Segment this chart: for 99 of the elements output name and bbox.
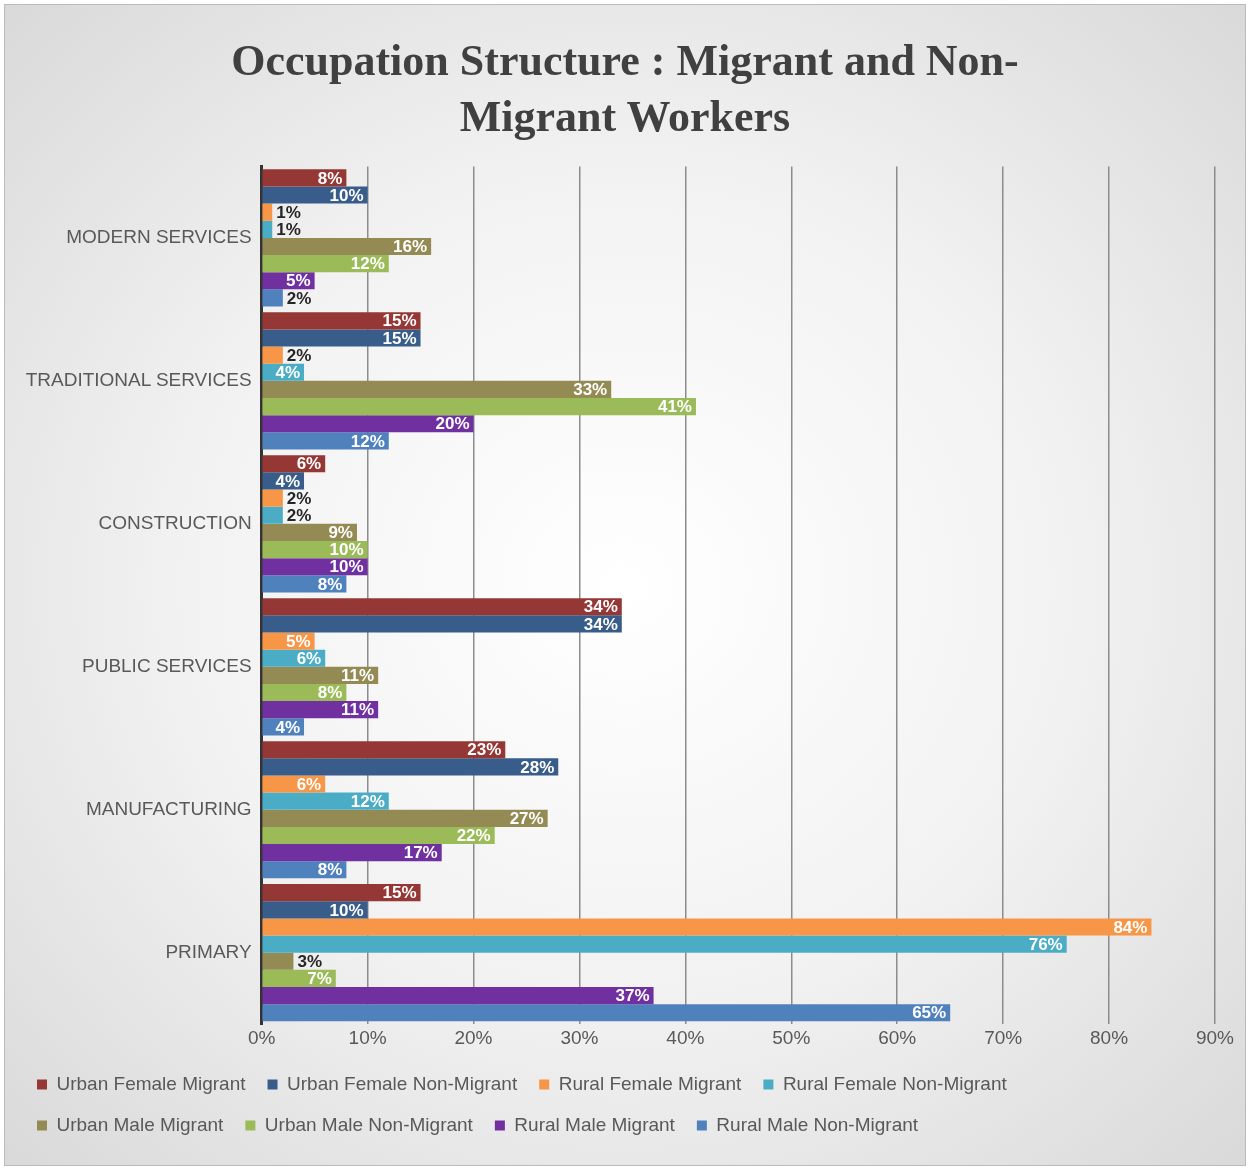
x-tick-label: 0% xyxy=(247,1026,276,1048)
x-tick-label: 40% xyxy=(666,1026,705,1048)
data-label: 20% xyxy=(435,414,470,434)
data-label: 5% xyxy=(286,271,311,291)
data-label: 15% xyxy=(382,311,417,331)
x-tick-label: 10% xyxy=(348,1026,387,1048)
data-label: 8% xyxy=(317,574,343,594)
data-label: 22% xyxy=(456,826,491,846)
bar xyxy=(262,844,442,862)
data-label: 8% xyxy=(317,683,343,703)
data-label: 6% xyxy=(296,454,322,474)
bar xyxy=(262,186,368,204)
legend-label: Rural Male Non-Migrant xyxy=(716,1113,919,1135)
bar xyxy=(262,615,622,633)
bar xyxy=(262,506,283,524)
chart-title: Occupation Structure : Migrant and Non-Migrant Workers xyxy=(230,35,1020,143)
bar xyxy=(262,884,421,902)
data-label: 2% xyxy=(286,505,312,525)
data-label: 2% xyxy=(286,488,312,508)
data-label: 4% xyxy=(275,471,301,491)
x-tick-label: 50% xyxy=(772,1026,811,1048)
y-tick-label: MODERN SERVICES xyxy=(66,226,252,248)
data-label: 10% xyxy=(329,557,364,577)
bar xyxy=(262,598,622,616)
data-label: 2% xyxy=(286,288,312,308)
legend-label: Urban Male Migrant xyxy=(56,1113,225,1135)
legend-label: Rural Female Non-Migrant xyxy=(782,1072,1008,1094)
bar xyxy=(262,952,294,970)
data-label: 6% xyxy=(296,774,322,794)
bar xyxy=(262,380,612,399)
data-label: 84% xyxy=(1113,917,1148,937)
bar xyxy=(262,987,654,1005)
legend-label: Urban Female Migrant xyxy=(56,1072,247,1094)
y-tick-label: TRADITIONAL SERVICES xyxy=(25,369,252,391)
legend-label: Rural Male Migrant xyxy=(514,1113,676,1135)
data-label: 33% xyxy=(573,380,608,400)
data-label: 10% xyxy=(329,540,364,560)
data-label: 34% xyxy=(583,614,618,634)
data-label: 11% xyxy=(341,666,375,686)
x-tick-label: 30% xyxy=(560,1026,599,1048)
data-label: 41% xyxy=(657,397,692,417)
data-label: 12% xyxy=(350,254,385,274)
data-label: 16% xyxy=(393,237,428,257)
data-label: 10% xyxy=(329,185,364,205)
data-label: 34% xyxy=(583,597,618,617)
data-label: 5% xyxy=(286,631,311,651)
data-label: 6% xyxy=(296,648,322,668)
data-label: 10% xyxy=(329,900,364,920)
x-tick-label: 90% xyxy=(1195,1026,1235,1048)
bar xyxy=(262,312,421,330)
bar xyxy=(262,741,506,759)
x-tick-label: 60% xyxy=(878,1026,917,1048)
x-tick-label: 20% xyxy=(454,1026,493,1048)
legend-label: Rural Female Migrant xyxy=(558,1072,743,1094)
data-label: 4% xyxy=(275,717,301,737)
data-label: 23% xyxy=(467,740,502,760)
y-tick-label: PRIMARY xyxy=(165,940,252,962)
data-label: 8% xyxy=(317,860,343,880)
bar xyxy=(262,758,559,776)
data-label: 11% xyxy=(341,700,375,720)
x-tick-label: 80% xyxy=(1090,1026,1129,1048)
data-label: 27% xyxy=(509,809,544,829)
data-label: 37% xyxy=(615,986,650,1006)
data-label: 28% xyxy=(520,757,555,777)
bar xyxy=(262,1004,951,1022)
x-tick-label: 70% xyxy=(984,1026,1023,1048)
bar xyxy=(262,289,283,307)
bar xyxy=(262,398,696,416)
bar xyxy=(262,809,548,827)
data-label: 1% xyxy=(276,219,301,239)
bar xyxy=(262,826,495,845)
data-label: 3% xyxy=(297,951,322,971)
data-label: 65% xyxy=(912,1003,947,1023)
data-label: 17% xyxy=(403,843,438,863)
y-tick-label: PUBLIC SERVICES xyxy=(81,655,252,677)
bar xyxy=(262,203,273,221)
data-label: 2% xyxy=(286,345,312,365)
data-label: 8% xyxy=(317,168,343,188)
bar xyxy=(262,415,474,433)
bar xyxy=(262,220,273,238)
data-label: 7% xyxy=(307,969,332,989)
data-label: 12% xyxy=(350,791,385,811)
bar xyxy=(262,489,283,507)
bar xyxy=(262,329,421,347)
bar xyxy=(262,237,432,256)
y-tick-label: CONSTRUCTION xyxy=(98,512,252,534)
data-label: 4% xyxy=(275,362,301,382)
bar xyxy=(262,935,1067,953)
data-label: 1% xyxy=(276,202,301,222)
y-tick-label: MANUFACTURING xyxy=(85,797,252,819)
data-label: 15% xyxy=(382,883,417,903)
legend-label: Urban Female Non-Migrant xyxy=(287,1072,518,1094)
bar xyxy=(262,346,283,364)
legend-label: Urban Male Non-Migrant xyxy=(264,1113,474,1135)
data-label: 9% xyxy=(328,523,353,543)
bar xyxy=(262,918,1152,936)
data-label: 76% xyxy=(1028,934,1063,954)
data-label: 15% xyxy=(382,328,417,348)
data-label: 12% xyxy=(350,431,385,451)
